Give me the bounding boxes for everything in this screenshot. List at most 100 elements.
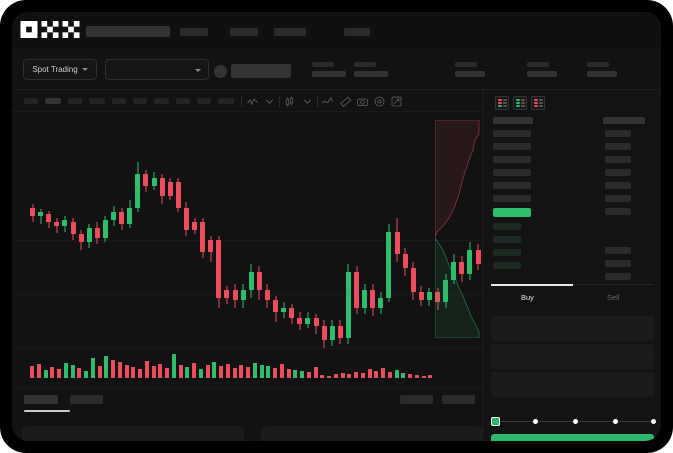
bottom-tab-1[interactable] — [70, 395, 103, 404]
ob-mode-both-icon[interactable] — [495, 96, 509, 110]
tab-buy[interactable]: Buy — [521, 293, 534, 302]
volume-bar — [219, 366, 223, 378]
fullscreen-icon[interactable] — [390, 95, 403, 108]
orderbook-panel: Buy Sell — [482, 90, 661, 441]
slider-stop-75[interactable] — [613, 419, 618, 424]
search-input[interactable] — [86, 26, 170, 37]
okx-logo[interactable] — [20, 21, 80, 38]
orderbook-ask-row[interactable] — [493, 143, 531, 150]
candle — [70, 112, 76, 387]
timeframe-7[interactable] — [176, 98, 190, 104]
candle — [224, 112, 230, 387]
buy-tab-active-underline — [491, 284, 573, 286]
volume-bar — [36, 364, 41, 378]
orderbook-size-row[interactable] — [605, 195, 631, 202]
camera-snapshot-icon[interactable] — [356, 95, 369, 108]
orderbook-header-right — [603, 117, 645, 124]
orderbook-ask-row[interactable] — [493, 169, 531, 176]
app-header — [12, 12, 661, 50]
orderbook-size-row[interactable] — [605, 143, 631, 150]
chevron-down-icon[interactable] — [263, 95, 276, 108]
trading-mode-button[interactable]: Spot Trading — [23, 59, 97, 80]
logo-glyph-x — [62, 21, 80, 38]
bottom-tab-0[interactable] — [24, 395, 58, 404]
candle — [410, 112, 416, 387]
timeframe-8[interactable] — [197, 98, 211, 104]
volume-bar — [320, 375, 325, 378]
orderbook-ask-row[interactable] — [493, 130, 531, 137]
orderbook-size-row[interactable] — [605, 130, 631, 137]
volume-bar — [360, 373, 365, 378]
timeframe-0[interactable] — [24, 98, 38, 104]
orderbook-size-row[interactable] — [605, 260, 631, 267]
total-field[interactable] — [491, 372, 654, 397]
orderbook-size-row[interactable] — [605, 169, 631, 176]
nav-item-2[interactable] — [274, 28, 306, 36]
volume-bar — [266, 366, 271, 378]
orderbook-spread-row[interactable] — [493, 208, 531, 217]
slider-handle[interactable] — [491, 417, 500, 426]
nav-item-0[interactable] — [180, 28, 208, 36]
orderbook-ask-row[interactable] — [493, 182, 531, 189]
price-chart[interactable] — [12, 112, 482, 387]
coin-avatar-icon — [214, 65, 227, 78]
candle-type-icon[interactable] — [283, 95, 296, 108]
bottom-panel-0[interactable] — [22, 426, 244, 441]
settings-gear-icon[interactable] — [373, 95, 386, 108]
gridline-2 — [12, 348, 482, 349]
line-chart-icon[interactable] — [321, 95, 334, 108]
timeframe-5[interactable] — [133, 98, 147, 104]
pair-select[interactable] — [105, 59, 209, 80]
orderbook-bid-row[interactable] — [493, 236, 521, 243]
volume-bar — [97, 366, 102, 378]
ob-mode-bids-icon[interactable] — [513, 96, 527, 110]
timeframe-3[interactable] — [89, 98, 105, 104]
volume-bar — [333, 374, 338, 378]
orderbook-bid-row[interactable] — [493, 223, 521, 230]
tab-sell[interactable]: Sell — [607, 293, 620, 302]
bottom-action-0[interactable] — [400, 395, 433, 404]
orderbook-size-row[interactable] — [605, 182, 631, 189]
nav-item-3[interactable] — [344, 28, 370, 36]
candle — [135, 112, 141, 387]
timeframe-9[interactable] — [218, 98, 234, 104]
orderbook-size-row[interactable] — [605, 208, 631, 215]
chevron-down-icon[interactable] — [301, 95, 314, 108]
volume-bar — [414, 375, 419, 378]
timeframe-4[interactable] — [112, 98, 126, 104]
amount-slider[interactable] — [491, 417, 656, 426]
orderbook-bid-row[interactable] — [493, 262, 521, 269]
orderbook-size-row[interactable] — [605, 156, 631, 163]
timeframe-1[interactable] — [45, 98, 61, 104]
gridline-0 — [12, 240, 482, 241]
volume-bar — [192, 363, 196, 378]
volume-bar — [212, 362, 217, 378]
ob-mode-asks-icon[interactable] — [531, 96, 545, 110]
slider-stop-100[interactable] — [651, 419, 656, 424]
orderbook-bid-row[interactable] — [493, 249, 521, 256]
measure-ruler-icon[interactable] — [339, 95, 352, 108]
orderbook-ask-row[interactable] — [493, 195, 531, 202]
indicators-icon[interactable] — [246, 95, 259, 108]
timeframe-2[interactable] — [68, 98, 82, 104]
volume-bar — [232, 368, 237, 378]
submit-buy-button[interactable] — [491, 434, 654, 441]
slider-stop-25[interactable] — [533, 419, 538, 424]
amount-field[interactable] — [491, 344, 654, 369]
volume-bar — [293, 370, 298, 378]
bottom-action-1[interactable] — [442, 395, 475, 404]
candle — [46, 112, 52, 387]
volume-bar — [77, 368, 82, 378]
nav-item-1[interactable] — [230, 28, 258, 36]
price-field[interactable] — [491, 316, 654, 341]
volume-bar — [30, 366, 34, 378]
volume-bar — [57, 369, 61, 378]
candle — [167, 112, 173, 387]
slider-stop-50[interactable] — [573, 419, 578, 424]
bottom-tabbar — [12, 387, 482, 413]
orderbook-size-row[interactable] — [605, 247, 631, 254]
orderbook-ask-row[interactable] — [493, 156, 531, 163]
bottom-panel-1[interactable] — [261, 426, 483, 441]
timeframe-6[interactable] — [154, 98, 169, 104]
orderbook-size-row[interactable] — [605, 273, 631, 280]
